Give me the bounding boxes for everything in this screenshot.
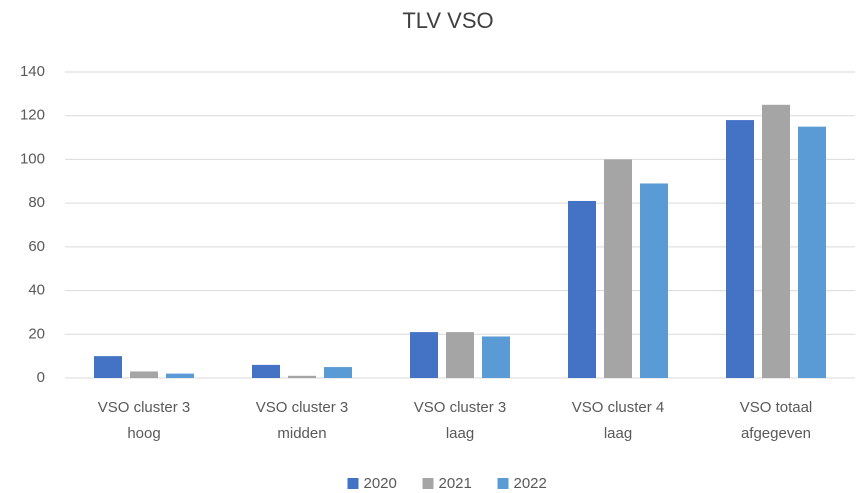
legend-swatch xyxy=(422,478,434,489)
y-tick-label: 80 xyxy=(28,194,45,211)
bar xyxy=(410,332,438,378)
x-tick-label: laag xyxy=(604,425,632,442)
bar xyxy=(130,371,158,378)
bar xyxy=(446,332,474,378)
x-tick-label: laag xyxy=(446,425,474,442)
x-tick-label: VSO cluster 4 xyxy=(572,399,665,416)
x-tick-label: midden xyxy=(277,425,326,442)
x-tick-label: hoog xyxy=(127,425,160,442)
bar xyxy=(726,120,754,378)
bar xyxy=(324,367,352,378)
y-tick-label: 0 xyxy=(37,369,45,386)
y-tick-label: 100 xyxy=(20,150,45,167)
bar xyxy=(640,183,668,378)
bar xyxy=(288,375,316,378)
legend-swatch xyxy=(497,478,509,489)
x-tick-label: VSO cluster 3 xyxy=(256,399,349,416)
bar xyxy=(166,373,194,378)
x-tick-label: VSO cluster 3 xyxy=(414,399,507,416)
y-tick-label: 60 xyxy=(28,238,45,255)
legend-label: 2020 xyxy=(364,475,397,492)
x-tick-label: VSO totaal xyxy=(740,399,813,416)
bar xyxy=(568,200,596,378)
legend-swatch xyxy=(347,478,359,489)
legend-label: 2021 xyxy=(439,475,472,492)
bar xyxy=(252,364,280,378)
bar xyxy=(94,356,122,378)
y-tick-label: 120 xyxy=(20,107,45,124)
y-tick-label: 20 xyxy=(28,325,45,342)
x-tick-label: afgegeven xyxy=(741,425,811,442)
bar xyxy=(604,159,632,378)
x-tick-label: VSO cluster 3 xyxy=(98,399,191,416)
y-tick-label: 140 xyxy=(20,63,45,80)
legend-label: 2022 xyxy=(514,475,547,492)
bar xyxy=(798,126,826,379)
chart-title: TLV VSO xyxy=(402,8,493,33)
bar xyxy=(762,104,790,379)
y-tick-label: 40 xyxy=(28,282,45,299)
bar xyxy=(482,336,510,378)
